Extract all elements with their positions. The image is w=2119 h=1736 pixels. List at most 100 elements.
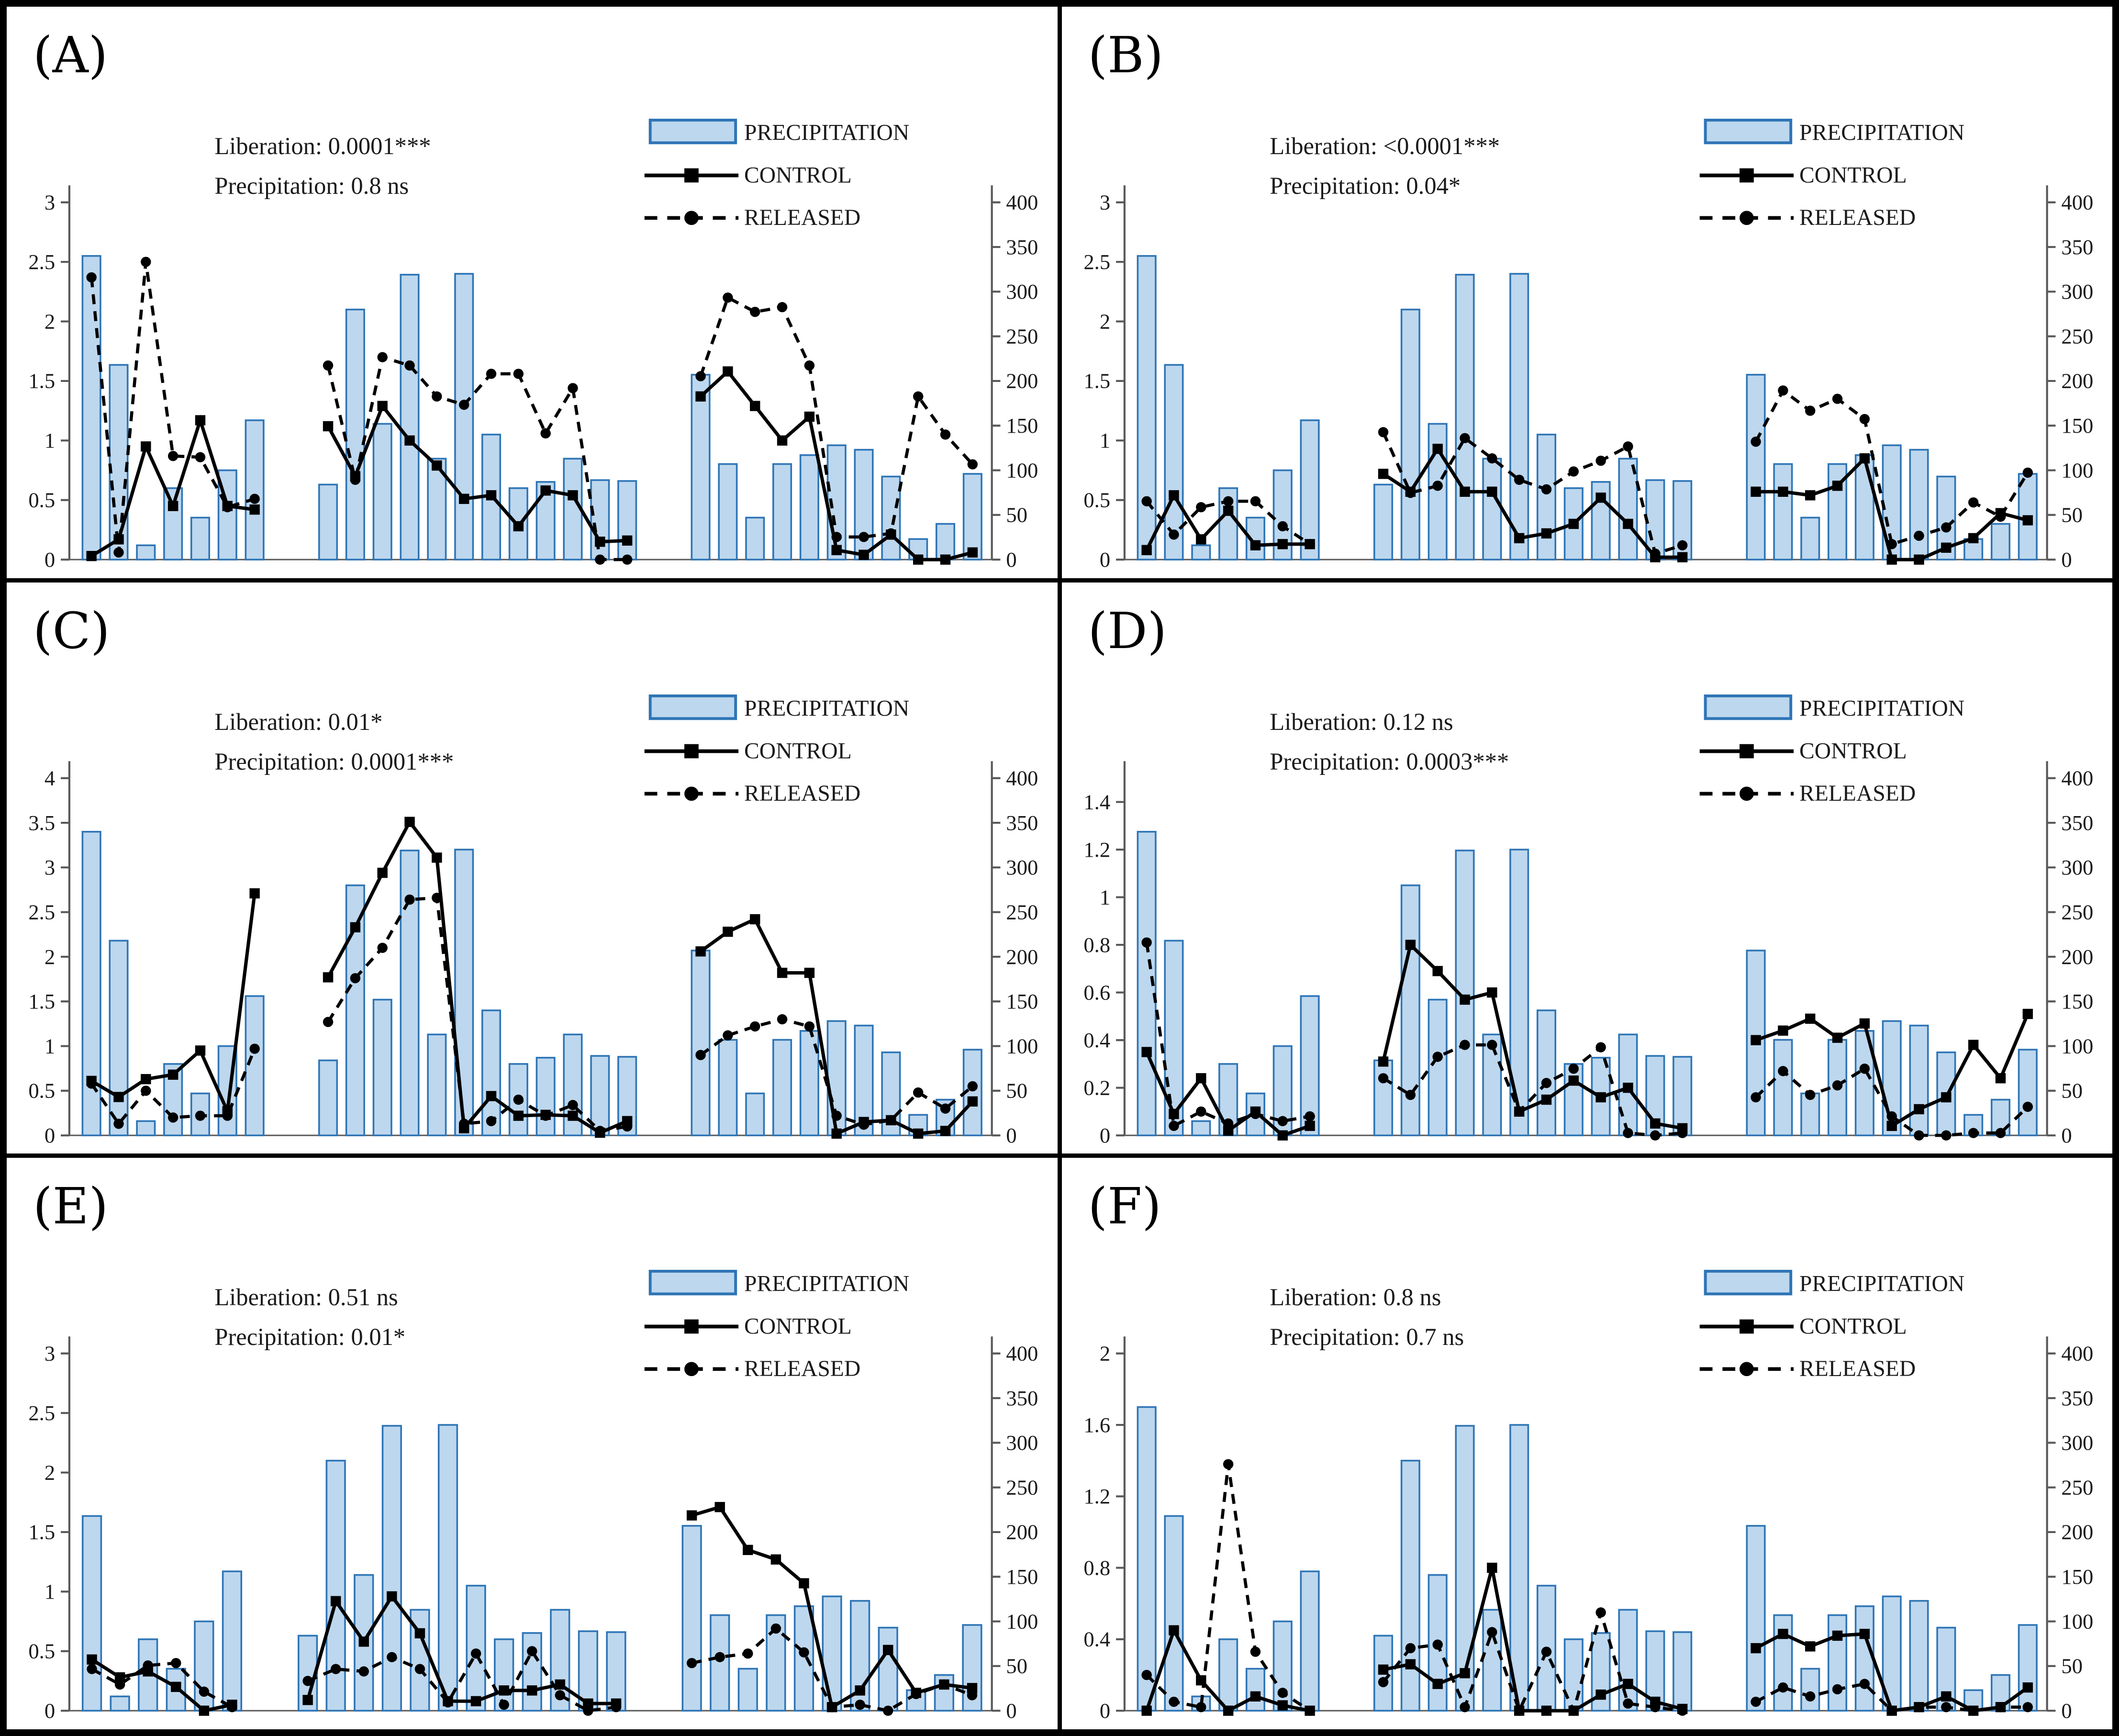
left-axis-tick-label: 1 [45,428,55,452]
control-point [1168,490,1179,501]
right-axis-tick-label: 100 [1006,1610,1038,1634]
left-axis-tick-label: 1.5 [28,989,55,1013]
control-point [1859,1629,1870,1639]
released-point [323,1017,334,1027]
control-point [540,1109,551,1120]
panel-d-label: (D) [1088,601,1167,660]
control-point [723,366,733,377]
released-point [1141,1670,1152,1680]
legend-released-marker [1739,211,1754,225]
right-axis-tick-label: 350 [2061,1386,2093,1410]
control-point [967,1683,978,1693]
control-point [86,1075,97,1086]
released-point [1250,1646,1260,1657]
released-point [2022,1101,2033,1112]
control-point [1541,528,1551,539]
control-point [414,1628,425,1639]
released-point [1223,1459,1233,1470]
right-axis-tick-label: 350 [1006,235,1038,259]
released-point [358,1666,369,1677]
precipitation-bar [962,473,982,560]
precipitation-bar [1300,1570,1320,1712]
released-point [1913,530,1924,541]
released-point [1777,1682,1788,1693]
control-point [826,1702,837,1713]
right-axis-tick-label: 0 [1006,1699,1016,1723]
released-point [1677,540,1687,550]
precipitation-bar [136,544,156,560]
control-point [967,547,978,558]
released-point [695,1050,706,1060]
panel-b-label: (B) [1088,26,1164,84]
control-point [1650,552,1661,562]
control-point [443,1696,453,1707]
legend-released-label: RELEASED [744,1357,860,1382]
control-point [323,972,334,983]
control-point [1432,1679,1443,1690]
right-axis-tick-label: 0 [1006,548,1016,571]
precipitation-bar [1191,1120,1211,1136]
liberation-stat: Liberation: 0.0001*** [214,133,431,159]
precipitation-bar [345,308,365,560]
control-point [87,1654,97,1665]
precipitation-bar [245,995,265,1136]
precipitation-bar [606,1631,626,1712]
right-axis-tick-label: 150 [1006,1565,1038,1589]
control-point [743,1545,753,1556]
released-point [404,360,415,371]
precipitation-bar [799,454,819,560]
released-point [855,1700,865,1710]
precipitation-bar [1163,1515,1184,1712]
released-point [799,1647,809,1658]
control-point [1968,1705,1978,1716]
precipitation-bar [590,479,610,560]
panel-e: (E) 0 0.5 1 1.5 2 2.5 3 0 50 100 150 200 250 300 350 40… [7,1158,1058,1729]
released-point [1459,1040,1470,1050]
right-axis-tick-label: 300 [1006,280,1038,303]
precipitation-bar [878,1627,898,1712]
control-point [432,460,442,471]
precipitation-bar [1990,523,2010,560]
left-axis-tick-label: 0 [45,548,55,571]
control-point [770,1554,781,1565]
control-point [404,435,415,446]
precipitation-bar [163,487,183,560]
precipitation-bar [318,1059,338,1136]
released-point [1750,1697,1761,1707]
precipitation-bar [563,458,583,560]
precipitation-bar [427,1033,447,1136]
control-point [583,1698,593,1709]
control-point [1514,1106,1524,1117]
control-point [377,401,388,411]
legend-precipitation-swatch [648,118,737,145]
released-point [1168,1120,1179,1131]
control-point [323,421,334,432]
precipitation-bar [1773,463,1793,560]
released-point [1378,1073,1388,1084]
released-point [249,1043,260,1054]
precipitation-bar [681,1525,702,1712]
control-point [1405,486,1416,497]
right-axis-tick-label: 400 [2061,1342,2093,1366]
control-point [750,914,760,924]
control-point [611,1698,622,1709]
liberation-stat: Liberation: <0.0001*** [1270,133,1500,159]
right-axis-tick-label: 350 [2061,811,2093,835]
released-point [913,391,924,402]
legend-released-marker [1739,1362,1754,1377]
released-point [141,257,151,267]
control-point [939,1680,949,1690]
right-axis-tick-label: 300 [1006,855,1038,879]
precipitation-bar [1617,1609,1638,1712]
released-point [1195,502,1206,513]
control-point [1622,518,1633,529]
right-axis-tick-label: 300 [2061,280,2093,303]
precipitation-bar [466,1585,486,1712]
released-point [1486,1040,1497,1050]
left-axis-tick-label: 0.8 [1083,1556,1110,1580]
left-axis-tick-label: 3 [45,855,55,879]
control-point [1486,1563,1497,1573]
released-point [377,942,388,953]
panel-c-chart: 0 0.5 1 1.5 2 2.5 3 3.5 4 0 50 100 150 200 250 300 350 40… [28,694,1038,1147]
